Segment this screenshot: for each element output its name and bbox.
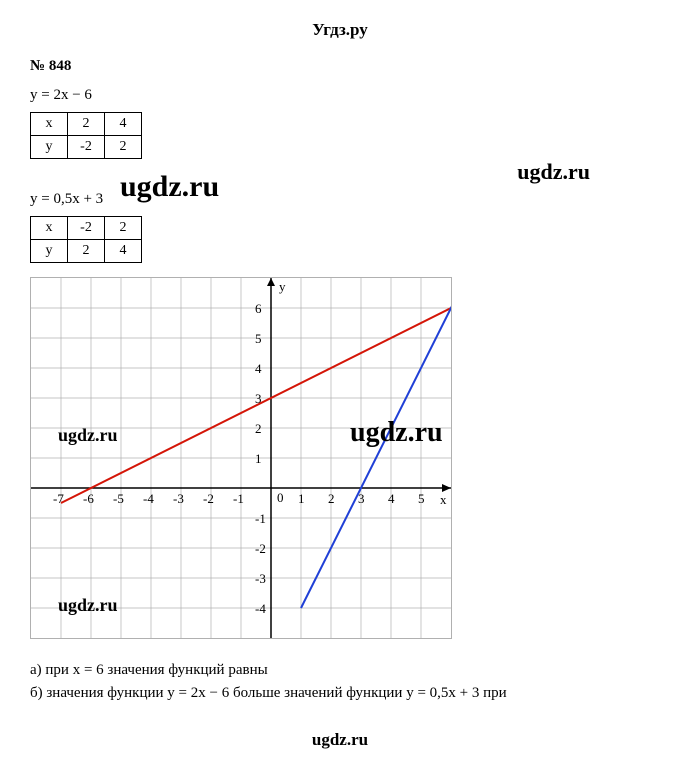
svg-text:-4: -4 <box>143 491 154 506</box>
t1-r1-label: y <box>31 136 68 159</box>
watermark-chart-bottom: ugdz.ru <box>58 595 118 616</box>
svg-text:2: 2 <box>255 421 262 436</box>
footer-brand: ugdz.ru <box>30 730 650 750</box>
t2-r1-c1: 4 <box>105 240 142 263</box>
svg-text:5: 5 <box>418 491 425 506</box>
svg-text:0: 0 <box>277 490 284 505</box>
svg-text:4: 4 <box>388 491 395 506</box>
svg-text:-5: -5 <box>113 491 124 506</box>
chart: 0xy-7-6-5-4-3-2-112345-4-3-2-1123456 ugd… <box>30 277 650 644</box>
svg-text:4: 4 <box>255 361 262 376</box>
svg-text:2: 2 <box>328 491 335 506</box>
svg-text:-2: -2 <box>203 491 214 506</box>
header-brand: Угдз.ру <box>30 20 650 40</box>
table-1: x 2 4 y -2 2 <box>30 112 142 159</box>
table-2: x -2 2 y 2 4 <box>30 216 142 263</box>
svg-text:-4: -4 <box>255 601 266 616</box>
t1-r1-c1: 2 <box>105 136 142 159</box>
answer-a: а) при x = 6 значения функций равны <box>30 662 650 679</box>
t2-r1-c0: 2 <box>68 240 105 263</box>
svg-text:1: 1 <box>298 491 305 506</box>
watermark-chart-right: ugdz.ru <box>350 417 443 449</box>
equation-1: y = 2x − 6 <box>30 87 650 104</box>
t2-r0-label: x <box>31 217 68 240</box>
t2-r0-c0: -2 <box>68 217 105 240</box>
t1-r1-c0: -2 <box>68 136 105 159</box>
watermark-chart-left: ugdz.ru <box>58 425 118 446</box>
svg-text:1: 1 <box>255 451 262 466</box>
svg-text:y: y <box>279 279 286 294</box>
svg-text:6: 6 <box>255 301 262 316</box>
t1-r0-c0: 2 <box>68 113 105 136</box>
svg-text:-3: -3 <box>173 491 184 506</box>
svg-text:x: x <box>440 492 447 507</box>
svg-text:5: 5 <box>255 331 262 346</box>
t1-r0-c1: 4 <box>105 113 142 136</box>
svg-text:-3: -3 <box>255 571 266 586</box>
svg-text:-1: -1 <box>255 511 266 526</box>
chart-svg: 0xy-7-6-5-4-3-2-112345-4-3-2-1123456 <box>30 277 452 639</box>
answers: а) при x = 6 значения функций равны б) з… <box>30 662 650 702</box>
t2-r1-label: y <box>31 240 68 263</box>
watermark-mid: ugdz.ru <box>120 170 219 204</box>
svg-text:-1: -1 <box>233 491 244 506</box>
problem-number: № 848 <box>30 58 650 75</box>
answer-b: б) значения функции y = 2x − 6 больше зн… <box>30 685 650 702</box>
svg-text:-2: -2 <box>255 541 266 556</box>
svg-text:-6: -6 <box>83 491 94 506</box>
watermark-right-1: ugdz.ru <box>517 159 590 185</box>
t2-r0-c1: 2 <box>105 217 142 240</box>
t1-r0-label: x <box>31 113 68 136</box>
svg-text:-7: -7 <box>53 491 64 506</box>
